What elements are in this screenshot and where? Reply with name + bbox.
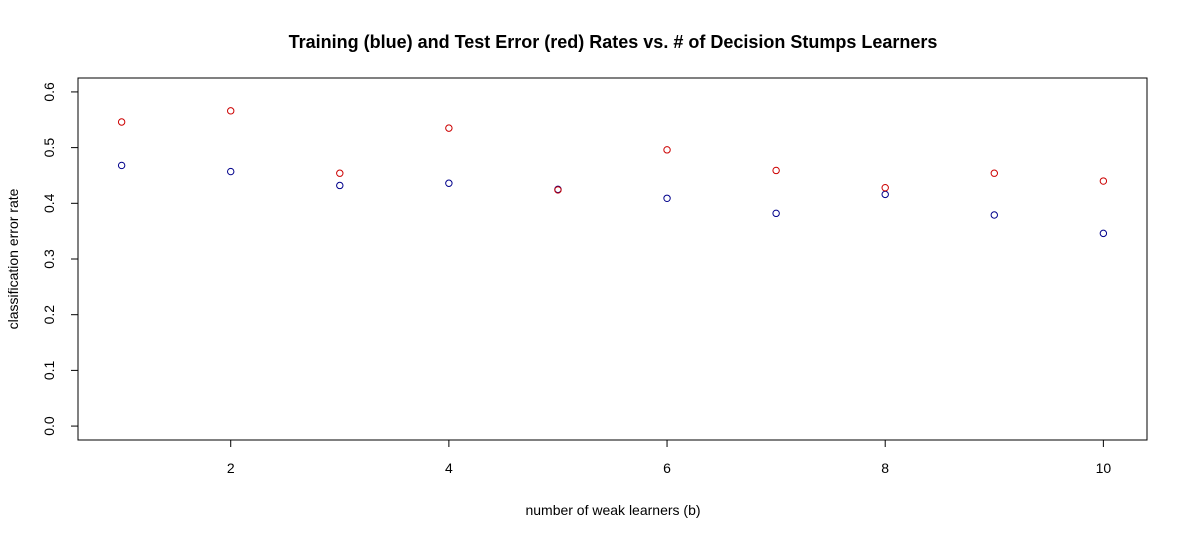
y-tick-label: 0.1 [41, 360, 57, 380]
data-point-series-2 [117, 118, 126, 126]
data-point-series-2 [227, 107, 235, 115]
y-tick-label: 0.5 [41, 138, 57, 158]
data-point-series-1 [1099, 229, 1108, 238]
data-point-series-2 [1099, 177, 1108, 185]
data-point-series-2 [554, 186, 562, 194]
x-tick-label: 8 [881, 460, 889, 476]
x-tick-label: 10 [1096, 460, 1112, 476]
data-point-series-1 [772, 209, 780, 218]
y-tick-label: 0.0 [41, 416, 57, 436]
data-point-series-1 [336, 181, 344, 190]
data-point-series-1 [227, 167, 235, 176]
data-point-series-2 [663, 146, 671, 154]
y-tick-label: 0.2 [41, 305, 57, 325]
data-point-series-1 [881, 190, 889, 199]
data-point-series-2 [336, 169, 344, 177]
data-point-series-1 [445, 179, 453, 187]
chart-title: Training (blue) and Test Error (red) Rat… [289, 32, 938, 52]
y-axis-label: classification error rate [5, 188, 21, 329]
y-axis: 0.0 0.1 0.2 0.3 0.4 0.5 0.6 [41, 82, 78, 436]
y-tick-label: 0.6 [41, 82, 57, 102]
data-point-series-1 [990, 211, 998, 219]
x-axis: 2 4 6 8 10 [227, 440, 1112, 476]
x-tick-label: 2 [227, 460, 235, 476]
data-points [117, 107, 1108, 238]
y-tick-label: 0.3 [41, 249, 57, 269]
data-point-series-2 [990, 169, 998, 177]
x-axis-label: number of weak learners (b) [525, 502, 700, 518]
data-point-series-2 [772, 166, 780, 175]
data-point-series-2 [445, 124, 453, 132]
data-point-series-1 [117, 161, 126, 170]
data-point-series-1 [663, 194, 671, 202]
y-tick-label: 0.4 [41, 193, 57, 213]
x-tick-label: 4 [445, 460, 453, 476]
x-tick-label: 6 [663, 460, 671, 476]
data-point-series-2 [881, 184, 889, 192]
plot-frame [77, 77, 1148, 441]
